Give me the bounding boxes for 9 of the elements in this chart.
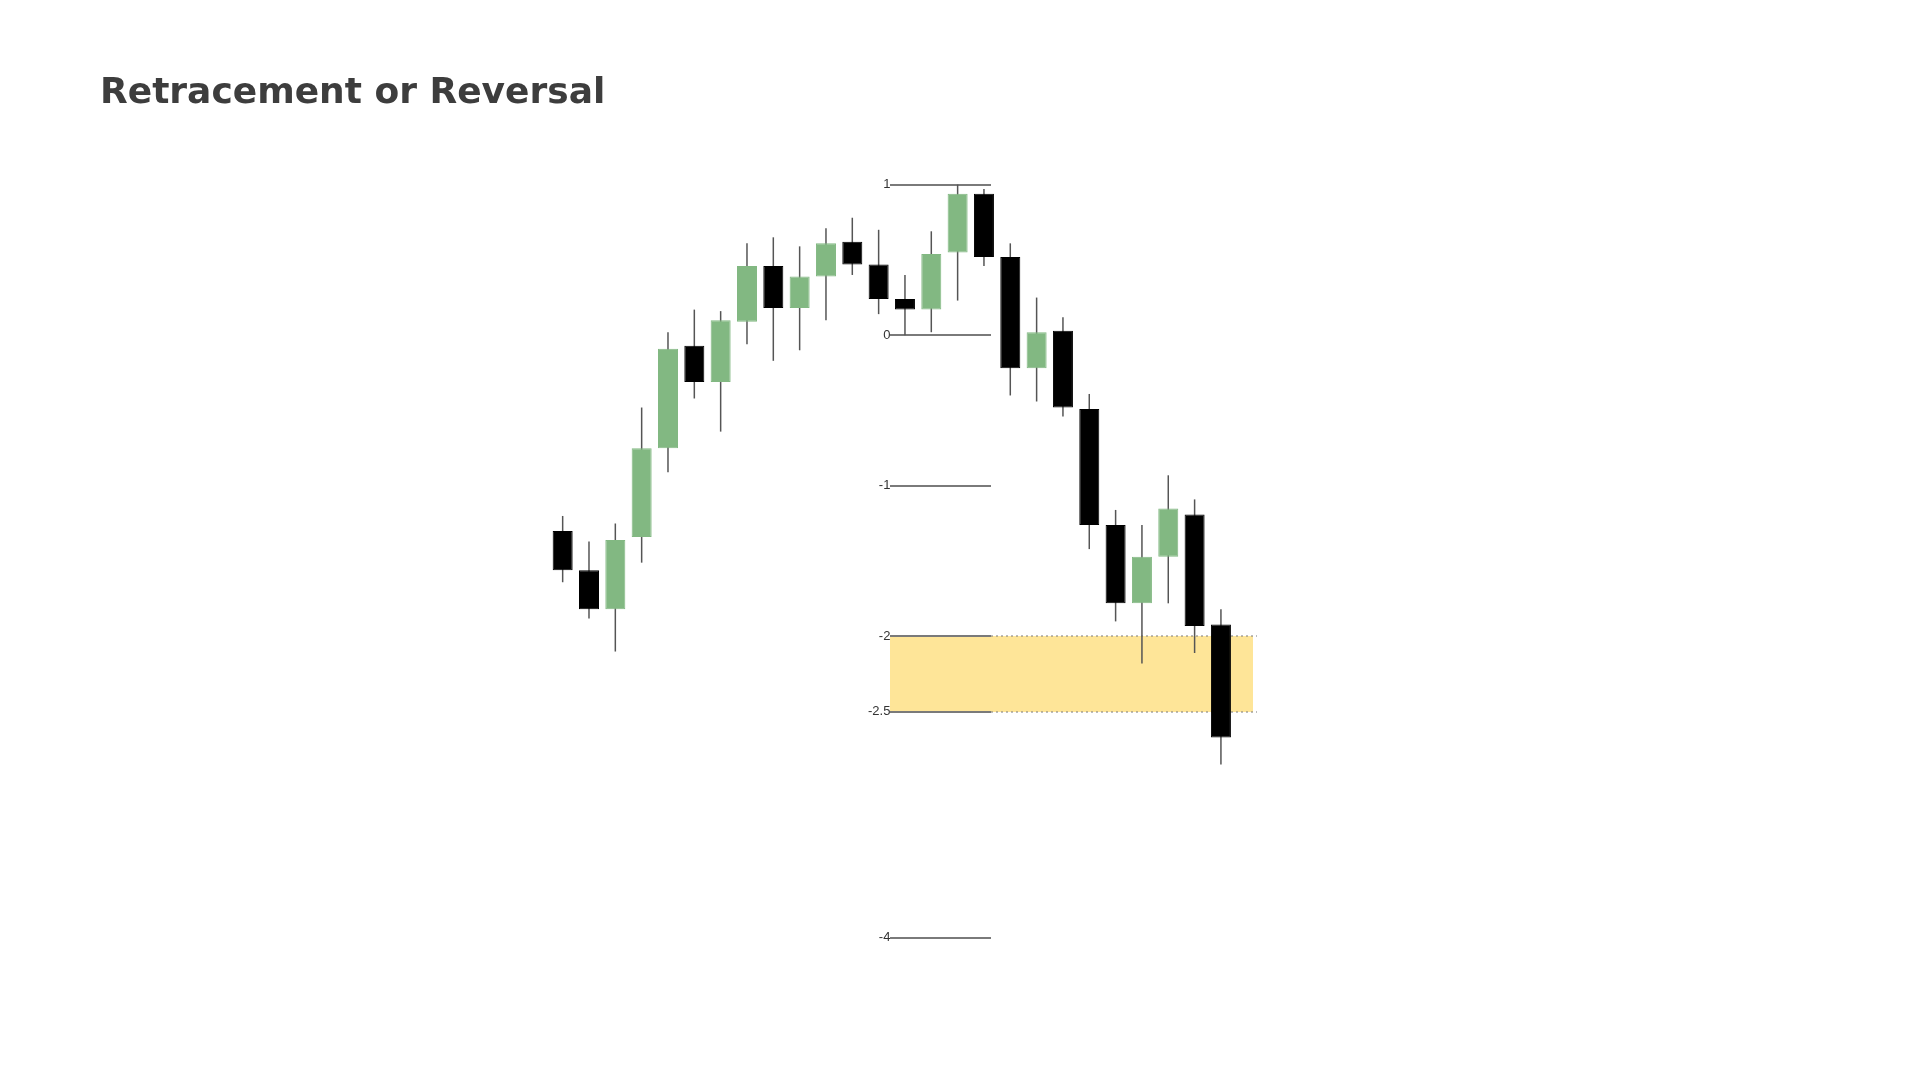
y-tick-label: 1 — [883, 176, 891, 192]
candlestick — [842, 216, 863, 276]
y-tick-label: -2.5 — [868, 703, 891, 719]
y-tick-label: -2 — [878, 628, 891, 644]
candlestick — [894, 274, 915, 336]
y-tick-label: -1 — [878, 477, 891, 493]
chart-title: Retracement or Reversal — [100, 70, 606, 111]
y-tick-label: -4 — [878, 929, 891, 945]
y-tick-label: 0 — [883, 326, 891, 342]
